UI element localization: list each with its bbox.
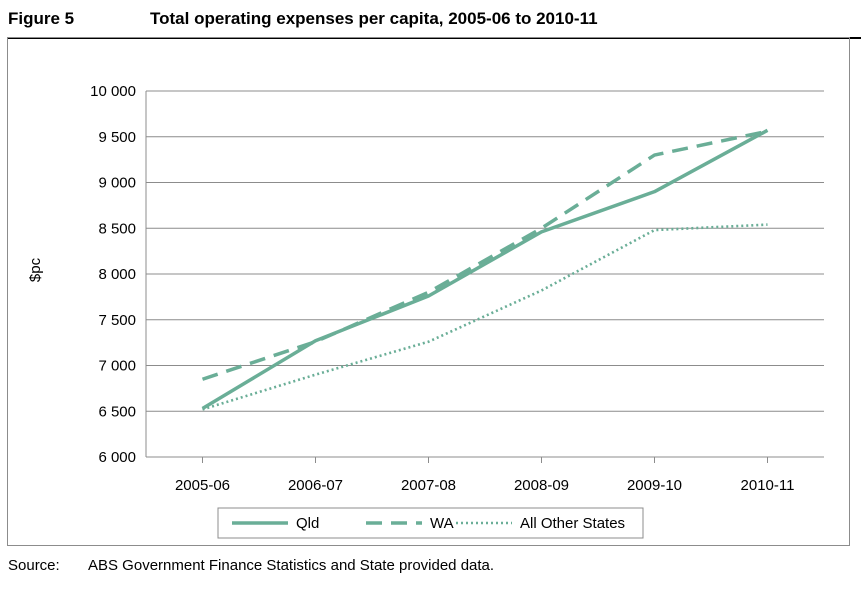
x-tick-label: 2007-08 [401,477,456,494]
y-tick-label: 9 000 [98,175,136,192]
series-line-wa [201,129,768,381]
y-tick-label: 6 000 [98,449,136,466]
source-label: Source: [8,557,60,574]
x-tick-label: 2009-10 [627,477,682,494]
figure-title: Total operating expenses per capita, 200… [150,9,598,28]
y-tick-label: 7 500 [98,312,136,329]
y-tick-label: 10 000 [90,83,136,100]
series-lines [201,128,769,411]
legend-label: WA [430,515,454,532]
legend-label: Qld [296,515,319,532]
y-tick-label: 6 500 [98,403,136,420]
source-note: Source: ABS Government Finance Statistic… [8,557,494,574]
y-tick-label: 9 500 [98,129,136,146]
y-tick-label: 8 500 [98,220,136,237]
y-axis-title: $pc [27,257,44,282]
gridlines [146,90,824,412]
axes: 6 000 6 500 7 000 7 500 8 000 8 500 9 000 9 500… [27,83,824,494]
x-tick-label: 2005-06 [175,477,230,494]
series-line-all-other-states [202,223,768,411]
header-rule [8,37,861,39]
y-tick-label: 8 000 [98,266,136,283]
y-tick-label: 7 000 [98,358,136,375]
line-chart: 6 000 6 500 7 000 7 500 8 000 8 500 9 000 9 500… [27,83,824,539]
x-tick-label: 2006-07 [288,477,343,494]
series-line-qld [201,128,769,411]
legend: Qld WA All Other States [217,507,644,539]
legend-label: All Other States [520,515,625,532]
chart-frame: 6 000 6 500 7 000 7 500 8 000 8 500 9 000 9 500… [7,37,850,546]
figure-header: Figure 5 Total operating expenses per ca… [8,4,861,39]
legend-box [217,507,644,539]
x-tick-label: 2008-09 [514,477,569,494]
x-tick-label: 2010-11 [741,477,795,494]
source-text: ABS Government Finance Statistics and St… [88,557,495,574]
figure-label: Figure 5 [8,9,75,28]
